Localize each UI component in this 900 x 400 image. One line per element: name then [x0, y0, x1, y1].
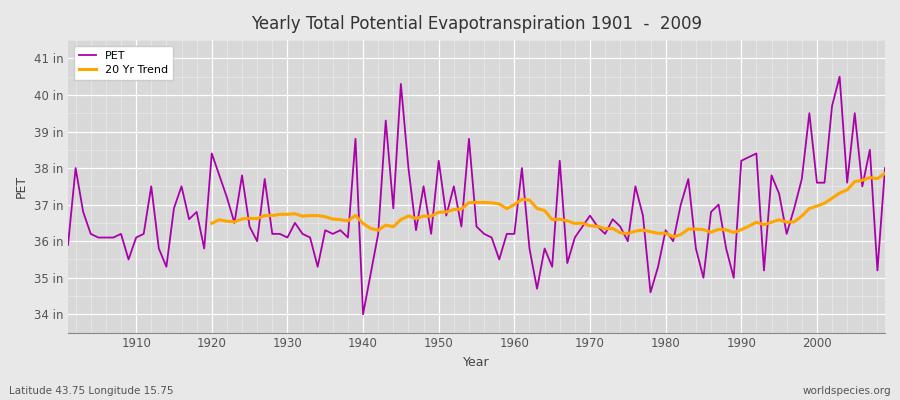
PET: [508, 232, 519, 236]
Y-axis label: PET: PET: [15, 175, 28, 198]
X-axis label: Year: Year: [464, 356, 490, 369]
PET: [335, 228, 346, 233]
PET: [608, 217, 618, 222]
PET: [357, 312, 368, 317]
Text: Latitude 43.75 Longitude 15.75: Latitude 43.75 Longitude 15.75: [9, 386, 174, 396]
PET: [63, 242, 74, 247]
PET: [290, 220, 301, 225]
PET: [517, 166, 527, 170]
20 Yr Trend: [297, 214, 308, 218]
20 Yr Trend: [683, 227, 694, 232]
20 Yr Trend: [879, 171, 890, 176]
Title: Yearly Total Potential Evapotranspiration 1901  -  2009: Yearly Total Potential Evapotranspiratio…: [251, 15, 702, 33]
PET: [123, 257, 134, 262]
20 Yr Trend: [857, 178, 868, 183]
20 Yr Trend: [206, 221, 217, 226]
20 Yr Trend: [788, 220, 799, 224]
Line: PET: PET: [68, 77, 885, 314]
20 Yr Trend: [774, 217, 785, 222]
20 Yr Trend: [668, 234, 679, 239]
Line: 20 Yr Trend: 20 Yr Trend: [212, 173, 885, 237]
Text: worldspecies.org: worldspecies.org: [803, 386, 891, 396]
PET: [834, 74, 845, 79]
PET: [879, 166, 890, 170]
20 Yr Trend: [410, 216, 421, 221]
Legend: PET, 20 Yr Trend: PET, 20 Yr Trend: [74, 46, 174, 80]
